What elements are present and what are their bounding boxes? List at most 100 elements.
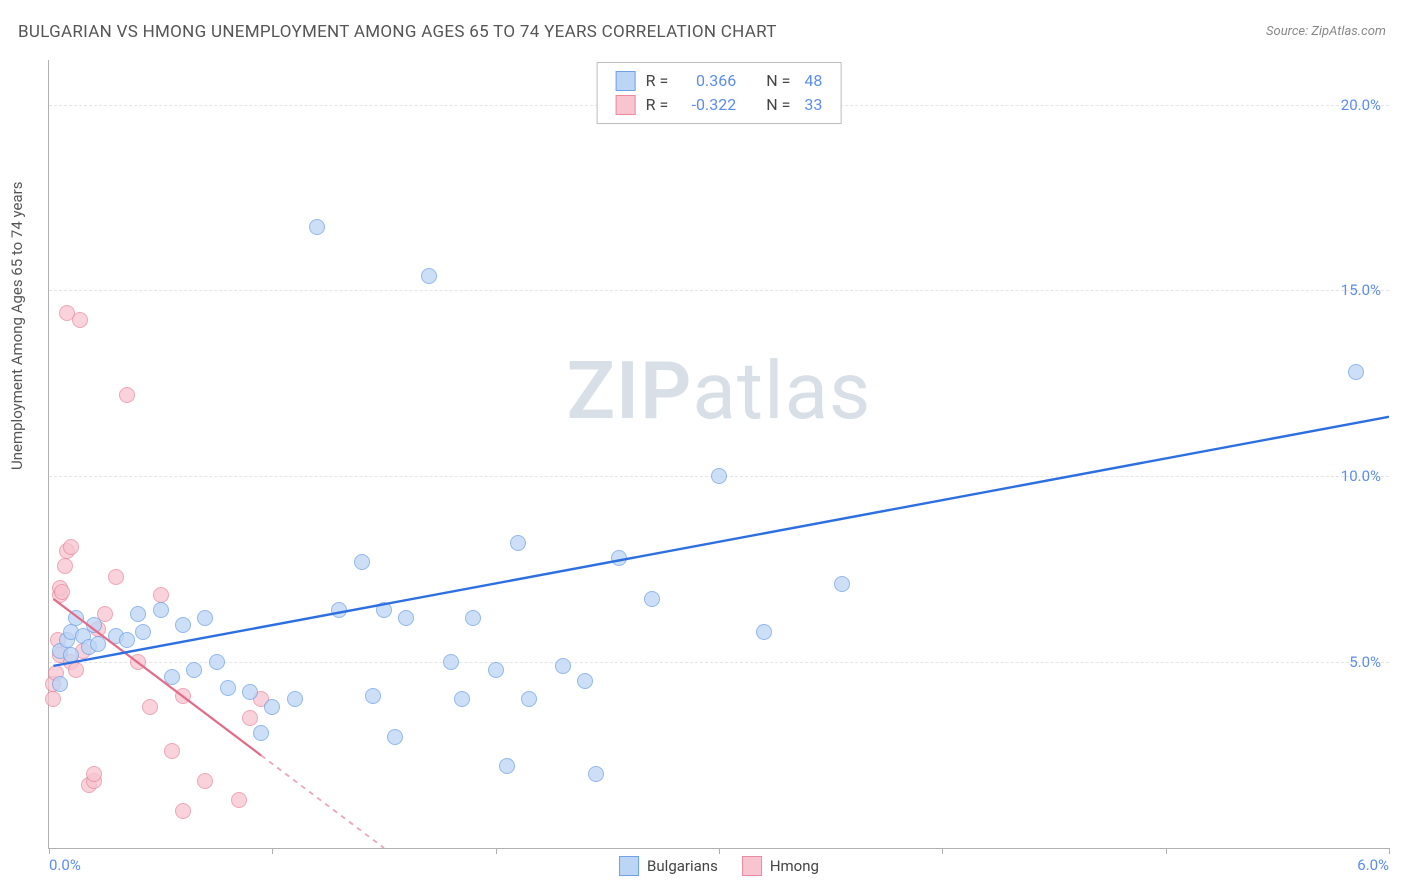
x-tick-label: 6.0% (1357, 856, 1389, 874)
bulgarians-point (186, 662, 202, 678)
y-tick-label: 15.0% (1341, 281, 1381, 299)
hmong-point (57, 558, 73, 574)
n-label: N = (766, 69, 790, 93)
stats-row-hmong: R = -0.322 N = 33 (616, 93, 823, 117)
r-value-bulgarians: 0.366 (682, 69, 736, 93)
swatch-bulgarians (616, 71, 636, 91)
hmong-point (108, 569, 124, 585)
bulgarians-point (454, 691, 470, 707)
bulgarians-point (1348, 364, 1364, 380)
hmong-point (130, 654, 146, 670)
bulgarians-point (309, 219, 325, 235)
hmong-point (72, 312, 88, 328)
watermark-zip: ZIP (567, 344, 693, 438)
bulgarians-point (644, 591, 660, 607)
bulgarians-point (287, 691, 303, 707)
x-tick (49, 848, 50, 854)
bulgarians-point (465, 610, 481, 626)
bulgarians-point (376, 602, 392, 618)
scatter-plot: ZIPatlas R = 0.366 N = 48 R = -0.322 N =… (48, 60, 1389, 849)
y-tick-label: 20.0% (1341, 96, 1381, 114)
bulgarians-point (398, 610, 414, 626)
bulgarians-point (577, 673, 593, 689)
chart-title: BULGARIAN VS HMONG UNEMPLOYMENT AMONG AG… (18, 22, 777, 42)
bulgarians-point (197, 610, 213, 626)
bulgarians-point (611, 550, 627, 566)
hmong-trendline (49, 60, 1389, 848)
bulgarians-point (220, 680, 236, 696)
bulgarians-point (164, 669, 180, 685)
legend: Bulgarians Hmong (619, 856, 819, 876)
bulgarians-point (711, 468, 727, 484)
bulgarians-point (488, 662, 504, 678)
bulgarians-point (365, 688, 381, 704)
hmong-point (164, 743, 180, 759)
bulgarians-point (387, 729, 403, 745)
hmong-point (142, 699, 158, 715)
x-tick (1389, 848, 1390, 854)
hmong-point (153, 587, 169, 603)
bulgarians-point (421, 268, 437, 284)
hmong-point (63, 539, 79, 555)
bulgarians-point (90, 636, 106, 652)
hmong-point (175, 803, 191, 819)
x-tick (496, 848, 497, 854)
n-value-hmong: 33 (804, 93, 822, 117)
y-tick-label: 10.0% (1341, 467, 1381, 485)
y-tick-label: 5.0% (1349, 653, 1381, 671)
bulgarians-point (510, 535, 526, 551)
x-tick (719, 848, 720, 854)
legend-item-bulgarians: Bulgarians (619, 856, 718, 876)
bulgarians-point (52, 676, 68, 692)
bulgarians-point (588, 766, 604, 782)
bulgarians-point (264, 699, 280, 715)
hmong-point (242, 710, 258, 726)
hmong-point (68, 662, 84, 678)
legend-swatch-hmong (742, 856, 762, 876)
bulgarians-point (499, 758, 515, 774)
bulgarians-point (153, 602, 169, 618)
x-tick (1166, 848, 1167, 854)
hmong-point (175, 688, 191, 704)
bulgarians-point (756, 624, 772, 640)
gridline (49, 662, 1389, 663)
legend-label-hmong: Hmong (770, 857, 819, 875)
x-tick (272, 848, 273, 854)
hmong-point (45, 691, 61, 707)
hmong-point (86, 766, 102, 782)
r-label: R = (646, 69, 669, 93)
bulgarians-point (555, 658, 571, 674)
bulgarians-point (521, 691, 537, 707)
bulgarians-point (354, 554, 370, 570)
x-tick-label: 0.0% (49, 856, 81, 874)
r-value-hmong: -0.322 (682, 93, 736, 117)
legend-item-hmong: Hmong (742, 856, 819, 876)
gridline (49, 290, 1389, 291)
bulgarians-trendline (49, 60, 1389, 848)
hmong-point (54, 584, 70, 600)
y-axis-label: Unemployment Among Ages 65 to 74 years (8, 182, 26, 470)
n-value-bulgarians: 48 (804, 69, 822, 93)
hmong-point (119, 387, 135, 403)
n-label: N = (766, 93, 790, 117)
legend-swatch-bulgarians (619, 856, 639, 876)
bulgarians-point (443, 654, 459, 670)
correlation-stats-box: R = 0.366 N = 48 R = -0.322 N = 33 (597, 62, 842, 124)
bulgarians-point (135, 624, 151, 640)
bulgarians-point (331, 602, 347, 618)
hmong-point (231, 792, 247, 808)
bulgarians-point (253, 725, 269, 741)
hmong-point (197, 773, 213, 789)
bulgarians-point (242, 684, 258, 700)
bulgarians-point (834, 576, 850, 592)
bulgarians-point (175, 617, 191, 633)
watermark-atlas: atlas (692, 344, 871, 438)
bulgarians-point (130, 606, 146, 622)
bulgarians-point (68, 610, 84, 626)
bulgarians-point (86, 617, 102, 633)
stats-row-bulgarians: R = 0.366 N = 48 (616, 69, 823, 93)
swatch-hmong (616, 95, 636, 115)
bulgarians-point (119, 632, 135, 648)
legend-label-bulgarians: Bulgarians (647, 857, 718, 875)
x-tick (942, 848, 943, 854)
